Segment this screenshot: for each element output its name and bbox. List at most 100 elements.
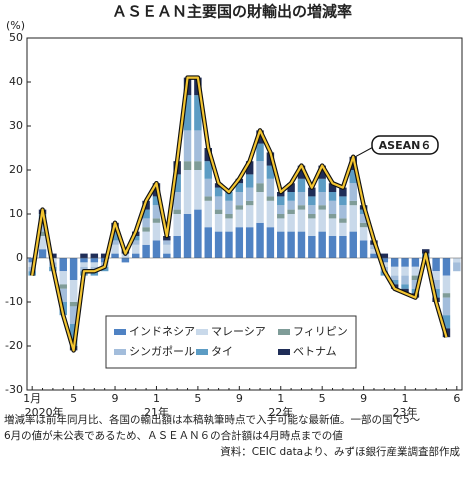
bar bbox=[349, 200, 357, 206]
annotation: ASEAN６ bbox=[379, 139, 432, 152]
y-tick-label: -10 bbox=[5, 295, 23, 308]
bar bbox=[225, 231, 233, 258]
note: 増減率は前年同月比、各国の輸出額は本稿執筆時点で入手可能な最新値。一部の国で5～ bbox=[4, 413, 421, 426]
bar bbox=[111, 240, 119, 245]
bar bbox=[432, 280, 440, 289]
bar bbox=[287, 231, 295, 258]
y-tick-label: 10 bbox=[9, 207, 23, 220]
bar bbox=[401, 275, 409, 285]
bar bbox=[370, 249, 378, 254]
bar bbox=[90, 258, 99, 263]
bar bbox=[308, 205, 316, 214]
bar bbox=[256, 161, 264, 184]
bar bbox=[225, 214, 233, 219]
year-label: 22年 bbox=[268, 405, 293, 419]
bar bbox=[359, 222, 368, 228]
bar bbox=[256, 183, 264, 192]
year-label: 23年 bbox=[393, 405, 418, 419]
bar bbox=[380, 253, 389, 258]
x-tick-label: 9 bbox=[360, 392, 367, 405]
bar bbox=[245, 227, 254, 258]
x-tick-label: 1 bbox=[153, 392, 160, 405]
x-tick-label: 5 bbox=[194, 392, 201, 405]
bar bbox=[328, 218, 337, 236]
bar bbox=[297, 205, 306, 210]
bar bbox=[69, 258, 78, 280]
bar bbox=[235, 209, 244, 228]
bar bbox=[308, 236, 316, 258]
legend-label: ベトナム bbox=[293, 345, 337, 358]
bar bbox=[411, 266, 420, 276]
bar bbox=[318, 178, 326, 192]
bar bbox=[432, 258, 440, 272]
bar bbox=[442, 275, 451, 294]
bar bbox=[132, 253, 140, 258]
bar bbox=[339, 236, 347, 258]
y-unit: (%) bbox=[6, 19, 25, 32]
bar bbox=[308, 214, 316, 219]
year-label: 21年 bbox=[144, 405, 169, 419]
bar bbox=[204, 227, 212, 258]
bar bbox=[256, 192, 264, 223]
legend-swatch bbox=[196, 349, 208, 355]
legend-label: インドネシア bbox=[129, 325, 195, 338]
bar bbox=[152, 218, 161, 223]
bar bbox=[100, 253, 109, 258]
bar bbox=[69, 280, 78, 302]
bar bbox=[163, 240, 171, 245]
bar bbox=[339, 205, 347, 219]
bar bbox=[297, 178, 306, 192]
bar bbox=[287, 200, 295, 210]
bar bbox=[235, 205, 244, 210]
y-tick-label: 40 bbox=[9, 75, 23, 88]
bar bbox=[235, 227, 244, 258]
bar bbox=[442, 258, 451, 276]
bar bbox=[69, 302, 78, 307]
bar bbox=[173, 174, 181, 192]
bar bbox=[59, 284, 67, 289]
bar bbox=[411, 258, 420, 267]
bar bbox=[411, 280, 420, 289]
bar bbox=[183, 170, 192, 214]
bar bbox=[318, 192, 326, 206]
bar bbox=[318, 205, 326, 210]
y-tick-label: -20 bbox=[5, 339, 23, 352]
bar bbox=[80, 253, 88, 258]
bar bbox=[194, 130, 202, 162]
x-tick-label: 9 bbox=[112, 392, 119, 405]
bar bbox=[328, 183, 337, 192]
bar bbox=[194, 209, 202, 258]
legend-swatch bbox=[278, 329, 290, 335]
bar bbox=[111, 244, 119, 254]
bar bbox=[38, 236, 47, 250]
bar bbox=[194, 161, 202, 170]
bar bbox=[453, 262, 461, 272]
bar bbox=[287, 214, 295, 232]
bar bbox=[132, 244, 140, 254]
bar bbox=[256, 143, 264, 162]
bar bbox=[38, 222, 47, 232]
bar bbox=[80, 258, 88, 263]
bar bbox=[38, 249, 47, 258]
bar bbox=[59, 288, 67, 302]
bar bbox=[204, 196, 212, 201]
bar bbox=[308, 196, 316, 206]
year-label: 2020年 bbox=[25, 405, 64, 419]
bar bbox=[442, 315, 451, 329]
bar bbox=[370, 253, 378, 258]
bar bbox=[297, 192, 306, 206]
bar bbox=[142, 209, 150, 219]
bar bbox=[359, 214, 368, 223]
bar bbox=[183, 214, 192, 258]
bar bbox=[245, 174, 254, 188]
x-tick-label: 9 bbox=[236, 392, 243, 405]
bar bbox=[328, 214, 337, 219]
bar bbox=[453, 258, 461, 263]
note: 資料：CEIC dataより、みずほ銀行産業調査部作成 bbox=[220, 445, 460, 458]
y-tick-label: 0 bbox=[16, 251, 23, 264]
bar bbox=[152, 222, 161, 241]
legend-label: マレーシア bbox=[211, 325, 266, 338]
bar bbox=[111, 253, 119, 258]
bar bbox=[277, 214, 285, 219]
bar bbox=[328, 236, 337, 258]
